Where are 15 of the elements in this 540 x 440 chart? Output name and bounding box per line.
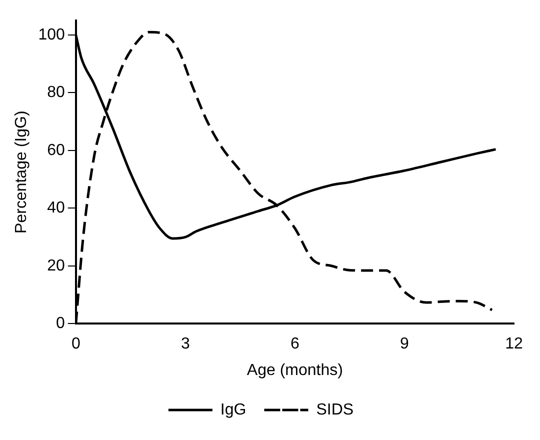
y-tick-label: 80 [47,84,65,102]
y-tick-label: 20 [47,257,65,274]
x-tick-label: 6 [290,336,300,353]
x-axis-title: Age (months) [246,362,343,379]
x-tick-label: 12 [505,336,523,353]
y-tick-label: 0 [56,315,65,332]
y-axis-title: Percentage (IgG) [13,110,30,234]
legend-label: IgG [220,401,246,418]
y-tick-label: 60 [47,142,65,159]
x-tick-label: 0 [71,336,80,353]
legend-label: SIDS [316,401,354,418]
x-tick-label: 9 [400,336,410,353]
y-tick-label: 100 [38,26,65,44]
x-tick-label: 3 [180,336,190,353]
y-tick-label: 40 [47,200,65,217]
